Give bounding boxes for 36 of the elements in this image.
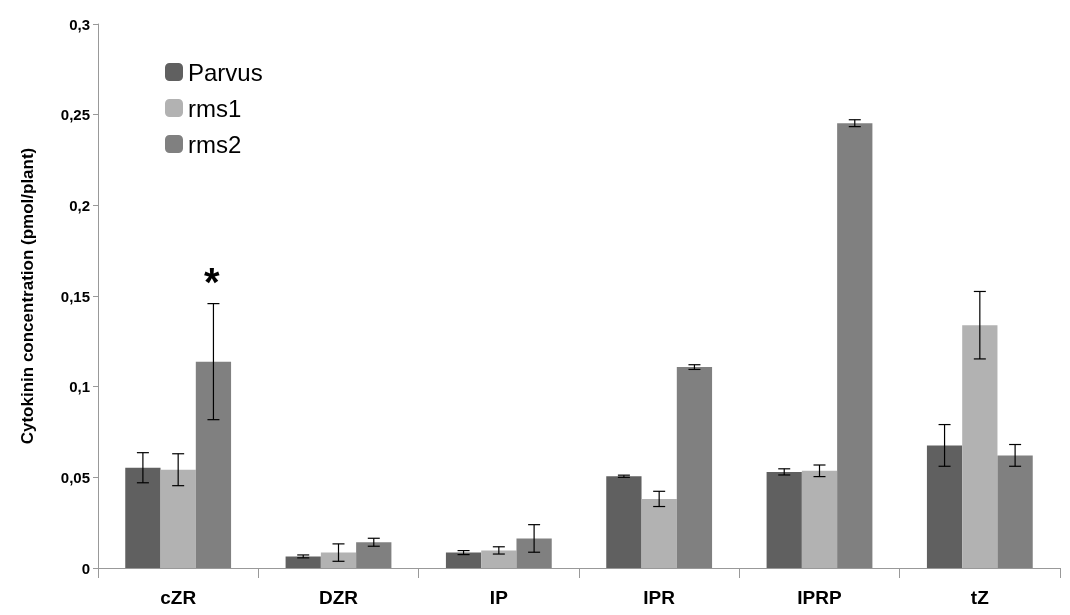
bar xyxy=(801,470,838,568)
x-tick-label: tZ xyxy=(970,587,990,608)
bar xyxy=(445,552,482,568)
bar xyxy=(766,471,802,568)
legend-label: rms2 xyxy=(188,130,242,158)
x-tick-label: IPR xyxy=(643,587,676,608)
annotation: * xyxy=(204,260,220,304)
y-tick-label: 0,15 xyxy=(60,287,90,305)
y-tick-label: 0,25 xyxy=(60,106,90,124)
bar xyxy=(516,538,552,568)
bar xyxy=(606,476,642,568)
bar xyxy=(676,367,713,568)
x-tick-label: IPRP xyxy=(797,587,842,608)
y-tick-label: 0 xyxy=(81,559,90,577)
y-axis-title: Cytokinin concentration (pmol/plant) xyxy=(18,147,37,445)
y-tick-label: 0,3 xyxy=(69,15,90,33)
bar xyxy=(125,467,161,568)
legend-label: rms1 xyxy=(188,94,242,122)
y-tick-label: 0,1 xyxy=(69,378,90,396)
bar xyxy=(962,325,998,568)
bar xyxy=(160,469,196,568)
x-tick-label: DZR xyxy=(318,587,359,608)
bar xyxy=(320,552,357,568)
x-tick-label: IP xyxy=(489,587,509,608)
bar xyxy=(195,361,232,568)
bar xyxy=(837,123,873,568)
bar xyxy=(285,556,321,568)
bar xyxy=(641,498,677,568)
bar xyxy=(926,445,963,568)
y-tick-label: 0,2 xyxy=(69,196,90,214)
bar xyxy=(356,542,392,568)
x-tick-label: cZR xyxy=(160,587,197,608)
legend-label: Parvus xyxy=(188,58,263,86)
bar xyxy=(481,550,517,568)
bar xyxy=(997,455,1033,568)
y-tick-label: 0,05 xyxy=(60,468,90,486)
